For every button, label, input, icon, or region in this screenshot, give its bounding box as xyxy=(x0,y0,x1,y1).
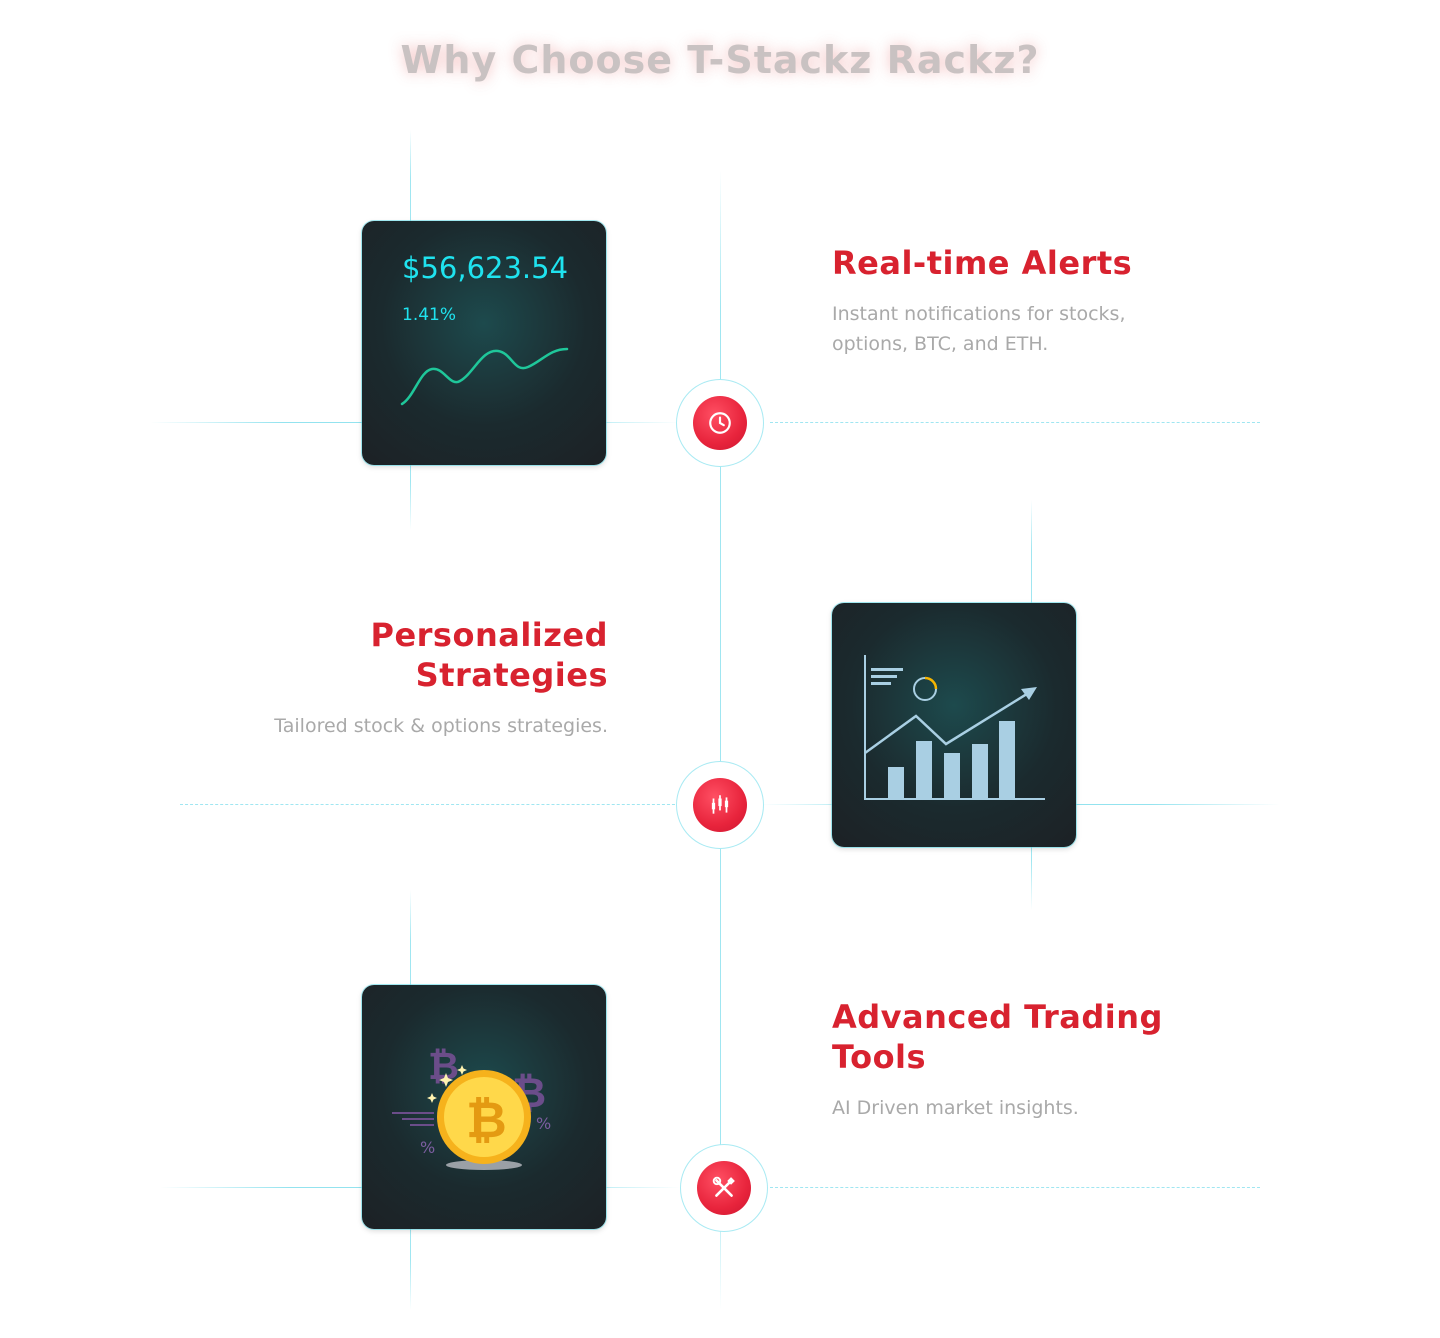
tools-icon xyxy=(697,1161,751,1215)
feature-title: Personalized Strategies xyxy=(258,615,608,695)
feature-title: Advanced Trading Tools xyxy=(832,997,1252,1077)
timeline-node xyxy=(676,379,764,467)
feature-description: Instant notifications for stocks, option… xyxy=(832,303,1126,355)
feature-title-line: Personalized xyxy=(370,616,608,654)
feature-title-line: Strategies xyxy=(415,656,608,694)
price-chart-card: $56,623.54 1.41% xyxy=(362,221,606,465)
bitcoin-coin-icon: ₿ ₿ % % ₿ xyxy=(392,1044,551,1170)
timeline-node xyxy=(676,761,764,849)
candlestick-icon xyxy=(693,778,747,832)
guide-line xyxy=(180,804,680,805)
bar-chart-icon xyxy=(864,655,1045,800)
section-title: Why Choose T-Stackz Rackz? xyxy=(400,38,1040,82)
feature-description: AI Driven market insights. xyxy=(832,1097,1079,1119)
bar-chart-card xyxy=(832,603,1076,847)
svg-text:₿: ₿ xyxy=(466,1091,507,1149)
feature-title-line: Advanced Trading xyxy=(832,998,1163,1036)
guide-line xyxy=(770,422,1260,423)
feature-title-line: Tools xyxy=(832,1038,927,1076)
guide-line xyxy=(770,1187,1260,1188)
bitcoin-card: ₿ ₿ % % ₿ xyxy=(362,985,606,1229)
price-value: $56,623.54 xyxy=(402,251,569,285)
sparkline-icon xyxy=(400,347,569,406)
svg-text:%: % xyxy=(536,1114,551,1133)
feature-title: Real-time Alerts xyxy=(832,244,1133,282)
svg-text:%: % xyxy=(420,1138,435,1157)
feature-description: Tailored stock & options strategies. xyxy=(274,715,608,737)
timeline-node xyxy=(680,1144,768,1232)
clock-icon xyxy=(693,396,747,450)
price-change: 1.41% xyxy=(402,305,457,325)
timeline-line xyxy=(720,170,721,1310)
